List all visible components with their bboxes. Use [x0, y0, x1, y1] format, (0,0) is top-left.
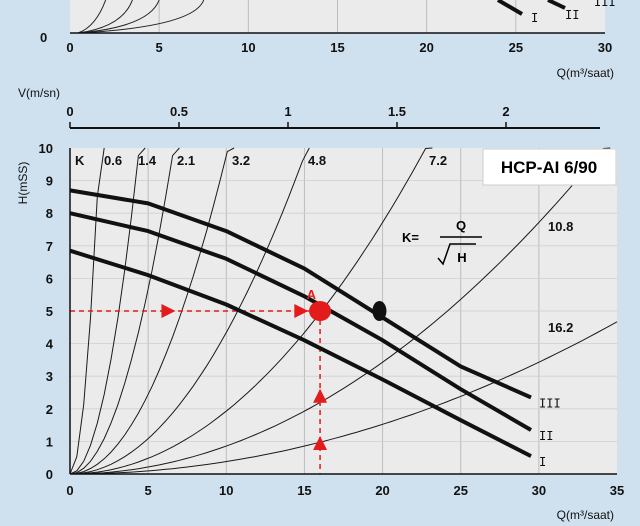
x-tick-label: 0: [66, 483, 73, 498]
pump-curve-label: III: [539, 396, 561, 410]
k-value-label: 10.8: [548, 219, 573, 234]
top-y-tick: 0: [40, 30, 47, 45]
velocity-tick-label: 0.5: [170, 104, 188, 119]
x-tick-label: 10: [219, 483, 233, 498]
system-curve-k-16-2: [70, 321, 618, 475]
x-tick-label: 5: [145, 483, 152, 498]
k-prefix-label: K: [75, 153, 85, 168]
top-x-tick: 30: [598, 40, 612, 55]
top-x-axis-label: Q(m³/saat): [557, 66, 614, 80]
y-tick-label: 9: [46, 174, 53, 189]
system-curve-k-1-4: [69, 147, 146, 475]
x-axis-label: Q(m³/saat): [557, 508, 614, 522]
y-tick-label: 3: [46, 369, 53, 384]
x-tick-label: 15: [297, 483, 311, 498]
y-tick-label: 1: [46, 434, 53, 449]
top-x-tick: 20: [419, 40, 433, 55]
system-curve-k-4-8: [69, 147, 310, 475]
title-box: [482, 148, 617, 186]
operating-point-label: A: [307, 287, 317, 302]
top-x-tick: 25: [509, 40, 523, 55]
guide-arrow-up: [313, 436, 328, 451]
y-tick-label: 6: [46, 271, 53, 286]
pump-curve-i: [69, 248, 532, 458]
top-x-tick: 5: [156, 40, 163, 55]
y-axis-label: H(mSS): [16, 162, 30, 205]
operating-point: [309, 301, 332, 321]
x-tick-label: 20: [375, 483, 389, 498]
marker-point: [372, 301, 387, 321]
formula-denominator: H: [457, 250, 466, 265]
formula-lhs: K=: [402, 230, 419, 245]
x-tick-label: 35: [610, 483, 624, 498]
system-curve-k-7-2: [69, 147, 433, 475]
k-value-label: 0.6: [104, 153, 122, 168]
pump-curve-label: I: [539, 455, 546, 469]
y-tick-label: 4: [46, 337, 54, 352]
top-k-curve: [77, 0, 107, 34]
top-k-curve: [77, 0, 133, 34]
top-k-curve: [77, 0, 160, 34]
x-tick-label: 30: [532, 483, 546, 498]
x-tick-label: 25: [453, 483, 467, 498]
top-curve-label-ii: II: [565, 8, 579, 22]
y-tick-label: 0: [46, 467, 53, 482]
system-curve-k-3-2: [69, 147, 235, 475]
pump-curve-ii: [69, 211, 533, 432]
top-x-tick: 10: [241, 40, 255, 55]
y-tick-label: 5: [46, 304, 53, 319]
y-tick-label: 10: [39, 141, 53, 156]
pump-curve-label: II: [539, 429, 553, 443]
guide-arrow-right: [161, 304, 176, 318]
top-curve-label-iii: III: [594, 0, 616, 9]
top-k-curve: [77, 0, 205, 34]
top-pump-curve: [547, 0, 566, 10]
system-curve-k-2-1: [69, 147, 180, 475]
y-tick-label: 2: [46, 402, 53, 417]
velocity-tick-label: 1.5: [388, 104, 406, 119]
top-x-tick: 15: [330, 40, 344, 55]
guide-arrow-up: [313, 388, 328, 403]
k-value-label: 3.2: [232, 153, 250, 168]
system-curve-k-10-8: [69, 147, 611, 475]
k-value-label: 16.2: [548, 320, 573, 335]
formula-sqrt-sign: [437, 243, 476, 266]
velocity-tick-label: 0: [66, 104, 73, 119]
chart-title: HCP-AI 6/90: [501, 158, 597, 177]
k-value-label: 7.2: [429, 153, 447, 168]
k-value-label: 2.1: [177, 153, 195, 168]
k-value-label: 1.4: [138, 153, 157, 168]
top-x-tick: 0: [66, 40, 73, 55]
k-value-label: 4.8: [308, 153, 326, 168]
top-pump-curve: [496, 0, 524, 16]
system-curve-k-0-6: [69, 147, 105, 475]
formula-numerator: Q: [456, 218, 466, 233]
velocity-axis-label: V(m/sn): [18, 86, 60, 100]
y-tick-label: 8: [46, 206, 53, 221]
velocity-tick-label: 2: [502, 104, 509, 119]
pump-curve-iii: [69, 188, 532, 400]
guide-arrow-right: [294, 304, 309, 318]
y-tick-label: 7: [46, 239, 53, 254]
velocity-tick-label: 1: [284, 104, 291, 119]
top-curve-label-i: I: [531, 11, 538, 25]
velocity-axis: V(m/sn) 0 0.5 1 1.5 2: [18, 86, 600, 129]
